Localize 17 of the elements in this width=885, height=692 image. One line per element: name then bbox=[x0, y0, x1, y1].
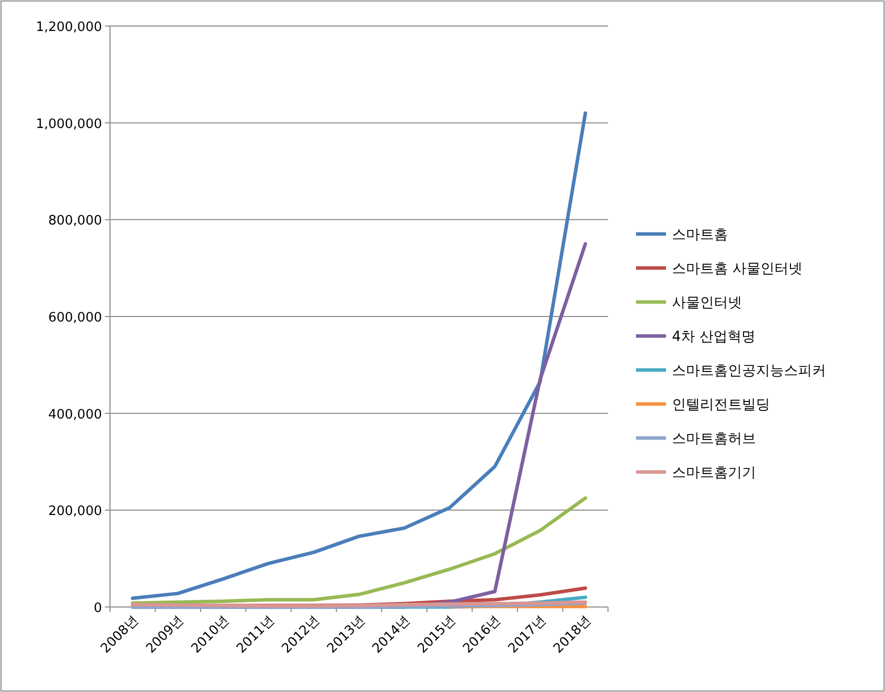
legend-label: 스마트홈인공지능스피커 bbox=[672, 363, 826, 379]
y-tick-label: 800,000 bbox=[48, 214, 102, 229]
legend-label: 인텔리전트빌딩 bbox=[672, 397, 770, 413]
legend-label: 사물인터넷 bbox=[672, 295, 742, 311]
legend-label: 스마트홈허브 bbox=[672, 431, 756, 447]
y-tick-label: 200,000 bbox=[48, 504, 102, 520]
legend-label: 스마트홈 bbox=[672, 227, 728, 243]
y-tick-label: 400,000 bbox=[48, 407, 102, 422]
y-tick-label: 1,000,000 bbox=[36, 116, 102, 132]
legend-label: 4차 산업혁명 bbox=[672, 329, 756, 345]
y-tick-label: 1,200,000 bbox=[36, 20, 102, 35]
legend-label: 스마트홈 사물인터넷 bbox=[672, 261, 802, 277]
line-series bbox=[130, 111, 588, 600]
y-tick-label: 0 bbox=[94, 601, 102, 616]
y-tick-label: 600,000 bbox=[48, 310, 102, 326]
line-series bbox=[130, 496, 588, 605]
legend-label: 스마트홈기기 bbox=[672, 465, 756, 481]
